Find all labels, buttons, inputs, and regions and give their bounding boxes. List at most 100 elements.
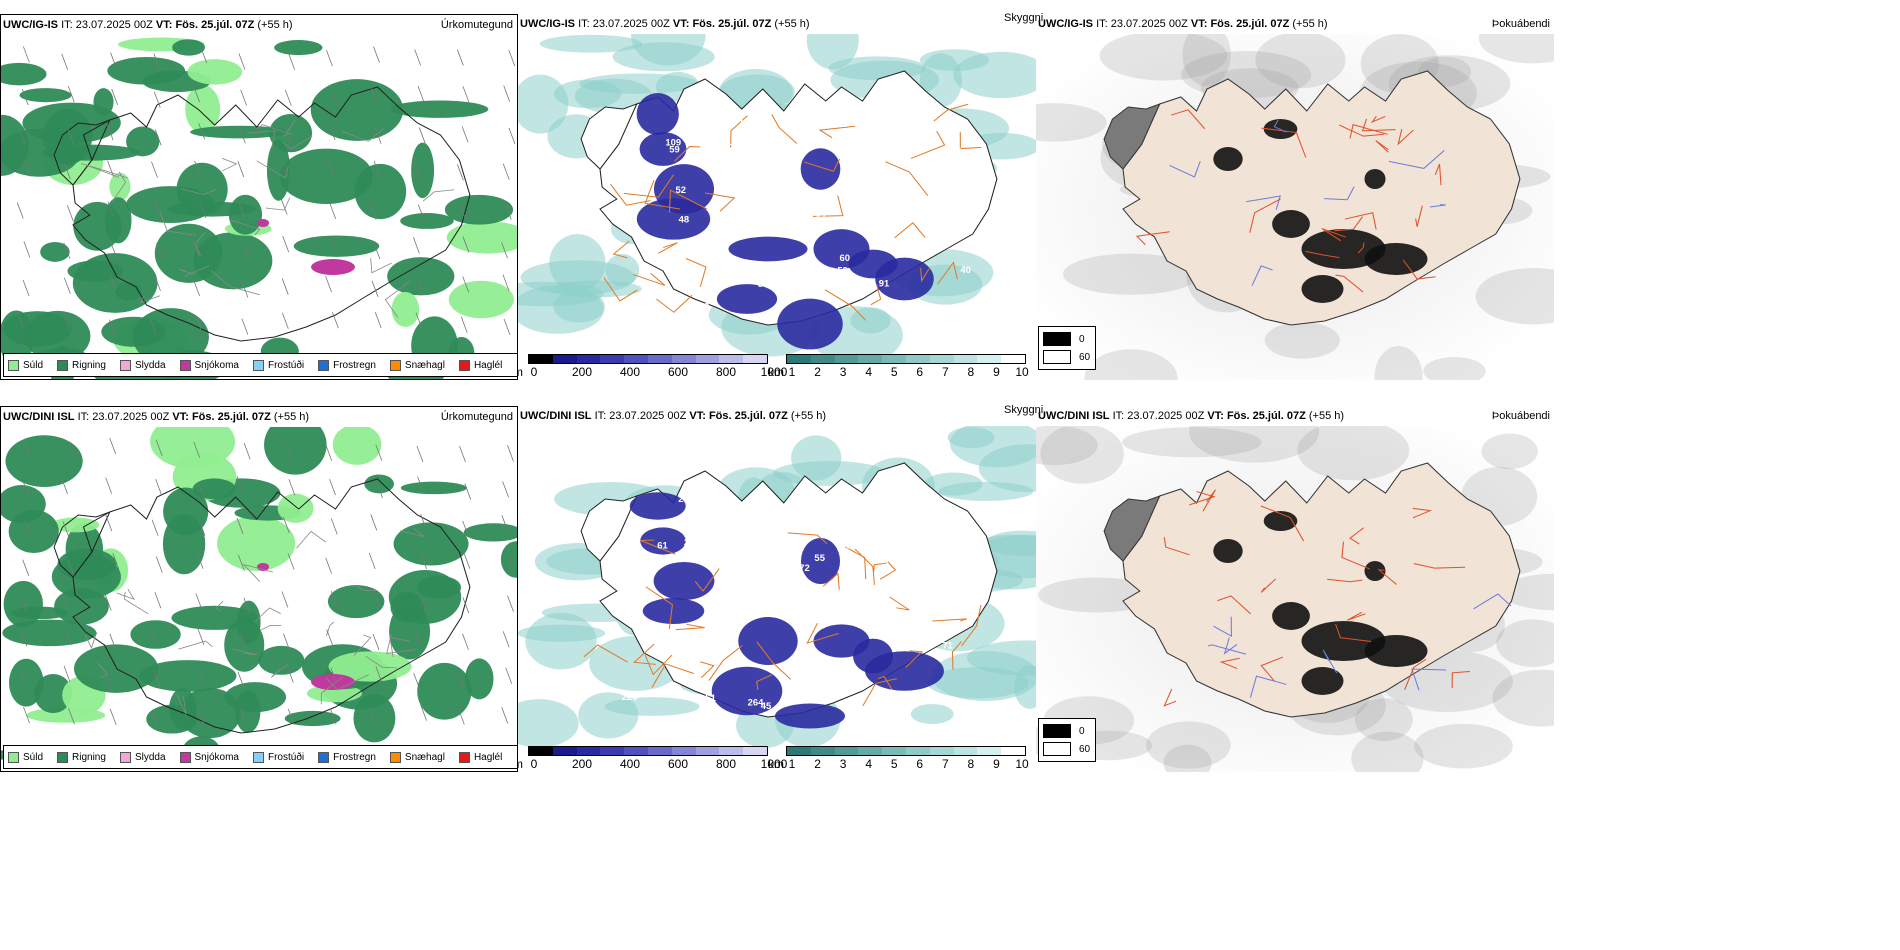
road [870,284,882,306]
wind-barb [61,594,69,611]
low-visibility-area [518,74,569,134]
road [422,189,455,202]
fog-area [1423,357,1486,380]
fog-legend-swatch [1043,332,1071,346]
valid-time-label: VT: [172,411,189,423]
wind-barb [24,519,31,537]
fog-area [1264,321,1340,359]
wind-barb [507,445,514,462]
road [771,114,798,144]
road [694,568,720,592]
fog-area [1036,426,1098,466]
river [1169,161,1201,178]
wind-barb [199,201,207,218]
wind-barb [330,667,338,684]
colorbar-ticks: m0 200 400 600 800 1000 [518,756,787,771]
wind-barb [288,479,296,496]
river [1473,593,1512,610]
low-cloudbase-area [629,492,686,520]
wind-barb [456,49,464,66]
precip-area [364,474,394,494]
valid-time-label: VT: [1207,410,1224,422]
cloudbase-label: 57 [687,279,698,289]
river [1223,637,1238,655]
low-cloudbase-area [640,527,686,555]
road [270,663,289,678]
road [1357,242,1365,254]
wind-barb [23,441,31,459]
low-cloudbase-area [800,148,841,190]
precip-area [8,658,44,707]
panel-vis: UWC/DINI ISL IT: 23.07.2025 00Z VT: Fös.… [518,406,1036,772]
cloudbase-label: 62 [951,146,962,156]
road [159,212,197,236]
precip-area [24,310,91,362]
colorbar-step [695,355,720,363]
colorbar-tick-label: 7 [941,757,949,771]
colorbar-tick-label: 6 [916,757,924,771]
wind-barb [109,708,117,726]
low-visibility-area [574,78,653,114]
colorbar-tick-label: 1000 [760,757,788,771]
precip-area [390,591,425,623]
road [1402,259,1436,280]
colorbar-tick-label: 1 [788,757,796,771]
colorbar-step [743,355,767,363]
precip-area [5,435,83,487]
low-cloudbase-area [642,597,705,625]
road [1338,124,1384,137]
precip-area [228,194,263,235]
wind-barb [374,312,382,329]
colorbar-tick-label: 600 [667,365,689,379]
precip-area [448,280,514,319]
wind-barb [329,708,337,725]
wind-barb [151,161,158,178]
cloudbase-label: 109 [665,138,681,148]
wind-barb [374,127,382,144]
road [1341,541,1371,570]
wind-barb [457,708,465,725]
wind-barb [502,163,510,180]
low-visibility-area [953,51,1036,99]
wind-barb [110,241,117,258]
wind-barb [23,241,31,258]
road [1397,129,1414,146]
colorbar-step [671,355,696,363]
init-time: 23.07.2025 00Z [1127,410,1205,422]
legend-label: Súld [23,751,44,763]
fog-area [1354,698,1413,742]
cloudbase-label: 163 [842,616,858,626]
cloudbase-label: 119 [813,681,828,691]
road [256,160,289,179]
road [1261,127,1307,158]
colorbar-step [647,355,672,363]
wind-barb [463,552,471,569]
init-time-label: IT: [77,411,90,423]
colorbar-tick-label: 7 [941,365,949,379]
panel-title: Þokuábendi [1491,410,1550,422]
wind-barb [504,203,512,220]
init-time: 23.07.2025 00Z [75,19,153,31]
fog-area [1146,721,1231,769]
wind-barb [153,91,161,108]
precip-type-map [1,37,517,379]
colorbar-step [953,355,978,363]
colorbar-step [624,747,648,755]
wind-barb [198,708,205,726]
precip-area [2,619,97,647]
legend-label: Frostúði [267,751,305,763]
road [254,607,281,623]
wind-barb [66,205,74,222]
wind-barb [330,237,338,254]
wind-barb [108,319,116,336]
wind-barb [194,160,201,178]
precip-area [264,427,327,475]
fog-area [1084,349,1178,380]
lead-time: (+55 h) [273,411,310,423]
wind-barb [416,277,424,294]
legend-label: Frostúði [267,359,305,371]
road [610,183,651,206]
road [873,562,887,572]
legend-label: Snæhagl [404,751,445,763]
low-visibility-area [539,34,643,53]
